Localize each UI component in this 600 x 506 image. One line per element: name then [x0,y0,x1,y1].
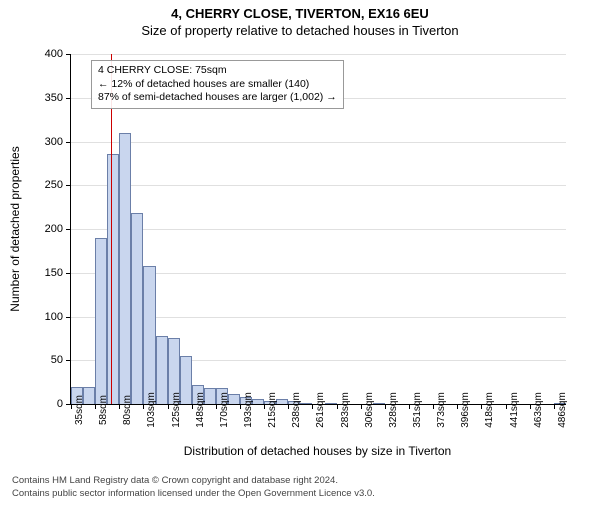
x-tick-label: 463sqm [533,392,544,428]
x-tick [457,404,458,409]
x-tick-label: 193sqm [243,392,254,428]
y-tick [66,98,71,99]
x-tick [216,404,217,409]
annotation-box: 4 CHERRY CLOSE: 75sqm← 12% of detached h… [91,60,344,109]
annotation-line-1: 4 CHERRY CLOSE: 75sqm [98,64,337,78]
gridline [71,229,566,230]
histogram-bar [119,133,131,404]
y-tick-label: 400 [45,48,63,60]
x-tick-label: 396sqm [460,392,471,428]
x-tick-label: 238sqm [291,392,302,428]
x-tick-label: 283sqm [340,392,351,428]
x-tick-label: 125sqm [171,392,182,428]
histogram-bar [131,213,143,404]
x-tick [288,404,289,409]
x-tick-label: 35sqm [74,395,85,425]
histogram-bar [107,154,119,404]
x-tick [361,404,362,409]
y-tick-label: 350 [45,92,63,104]
x-tick [71,404,72,409]
y-tick-label: 250 [45,179,63,191]
annotation-line-3: 87% of semi-detached houses are larger (… [98,91,337,105]
gridline [71,185,566,186]
x-tick [337,404,338,409]
x-tick [192,404,193,409]
x-axis-label: Distribution of detached houses by size … [70,444,565,458]
x-tick-label: 306sqm [364,392,375,428]
x-tick-label: 261sqm [315,392,326,428]
y-tick [66,229,71,230]
title-main: 4, CHERRY CLOSE, TIVERTON, EX16 6EU [0,6,600,21]
y-tick [66,142,71,143]
x-tick [554,404,555,409]
y-tick-label: 100 [45,311,63,323]
x-tick-label: 170sqm [219,392,230,428]
y-tick [66,54,71,55]
footer-line-2: Contains public sector information licen… [12,488,375,500]
y-tick [66,360,71,361]
x-tick [385,404,386,409]
x-tick-label: 58sqm [98,395,109,425]
footer-line-1: Contains HM Land Registry data © Crown c… [12,475,375,487]
x-tick [95,404,96,409]
annotation-line-2: ← 12% of detached houses are smaller (14… [98,78,337,92]
y-tick [66,317,71,318]
histogram-bar [143,266,155,404]
histogram-bar [95,238,107,404]
x-tick [143,404,144,409]
y-tick-label: 200 [45,223,63,235]
x-tick [119,404,120,409]
y-tick-label: 0 [57,398,63,410]
y-tick [66,273,71,274]
histogram-bar [276,399,288,404]
x-tick-label: 441sqm [509,392,520,428]
y-tick-label: 300 [45,136,63,148]
x-tick-label: 351sqm [412,392,423,428]
chart-area: 05010015020025030035040035sqm58sqm80sqm1… [70,54,566,405]
x-tick [240,404,241,409]
x-tick-label: 80sqm [122,395,133,425]
histogram-bar [156,336,168,404]
y-tick-label: 150 [45,267,63,279]
x-tick-label: 215sqm [267,392,278,428]
histogram-bar [325,403,337,404]
gridline [71,54,566,55]
x-tick-label: 373sqm [436,392,447,428]
x-tick-label: 148sqm [195,392,206,428]
x-tick [433,404,434,409]
x-tick-label: 103sqm [146,392,157,428]
y-axis-label: Number of detached properties [8,54,28,404]
x-tick [409,404,410,409]
x-tick-label: 328sqm [388,392,399,428]
y-tick-label: 50 [51,354,63,366]
y-tick [66,185,71,186]
footer-attribution: Contains HM Land Registry data © Crown c… [12,475,375,500]
chart-container: 4, CHERRY CLOSE, TIVERTON, EX16 6EU Size… [0,6,600,506]
x-tick [481,404,482,409]
x-tick-label: 486sqm [557,392,568,428]
x-tick-label: 418sqm [484,392,495,428]
x-tick [168,404,169,409]
title-sub: Size of property relative to detached ho… [0,23,600,38]
x-tick [506,404,507,409]
histogram-bar [300,403,312,404]
x-tick [312,404,313,409]
x-tick [530,404,531,409]
x-tick [264,404,265,409]
gridline [71,142,566,143]
